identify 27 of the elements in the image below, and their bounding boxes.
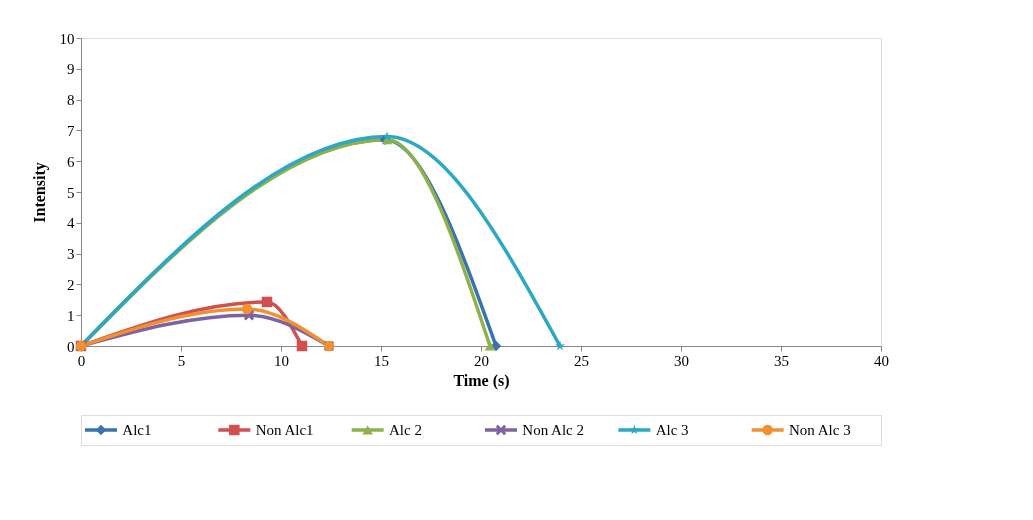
x-tick-label: 15 — [374, 352, 389, 369]
x-tick-label: 10 — [274, 352, 289, 369]
y-tick-label: 8 — [67, 92, 75, 109]
y-tick-label: 2 — [67, 276, 75, 293]
legend-label: Alc1 — [122, 422, 152, 438]
legend-label: Alc 3 — [655, 422, 689, 438]
x-tick-label: 5 — [177, 352, 186, 369]
x-tick-label: 25 — [574, 352, 589, 369]
x-axis-title: Time (s) — [453, 371, 510, 390]
y-tick-label: 6 — [67, 153, 75, 170]
x-tick-label: 40 — [874, 352, 889, 369]
y-tick-label: 10 — [59, 30, 75, 47]
legend-label: Non Alc1 — [255, 422, 314, 438]
y-tick-label: 9 — [67, 61, 75, 78]
legend-label: Alc 2 — [389, 422, 422, 438]
y-tick-label: 0 — [67, 338, 75, 355]
y-tick-label: 5 — [67, 184, 75, 201]
y-tick-label: 1 — [67, 307, 75, 324]
x-tick-label: 30 — [674, 352, 689, 369]
x-tick-label: 20 — [474, 352, 489, 369]
x-tick-label: 35 — [774, 352, 789, 369]
y-tick-label: 3 — [67, 246, 75, 263]
legend-label: Non Alc 3 — [789, 422, 851, 438]
y-tick-label: 7 — [67, 122, 75, 139]
y-axis-title: Intensity — [30, 162, 49, 223]
legend-label: Non Alc 2 — [522, 422, 585, 438]
y-tick-label: 4 — [67, 215, 75, 232]
